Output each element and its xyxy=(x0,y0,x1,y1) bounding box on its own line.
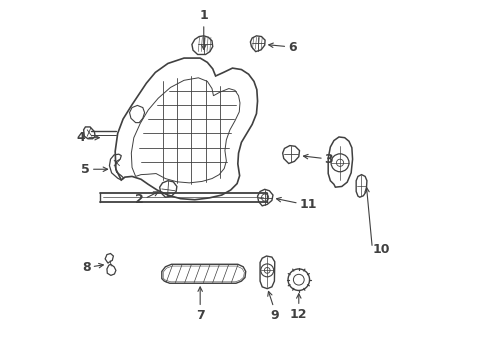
Text: 8: 8 xyxy=(82,261,91,274)
Text: 12: 12 xyxy=(290,308,308,321)
Text: 10: 10 xyxy=(373,243,391,256)
Text: 9: 9 xyxy=(270,309,279,322)
Text: 6: 6 xyxy=(288,41,296,54)
Text: 2: 2 xyxy=(135,193,144,206)
Text: 4: 4 xyxy=(76,131,85,144)
Text: 5: 5 xyxy=(81,163,90,176)
Text: 7: 7 xyxy=(196,309,204,322)
Text: 11: 11 xyxy=(299,198,317,211)
Text: 1: 1 xyxy=(199,9,208,22)
Text: 3: 3 xyxy=(324,153,333,166)
